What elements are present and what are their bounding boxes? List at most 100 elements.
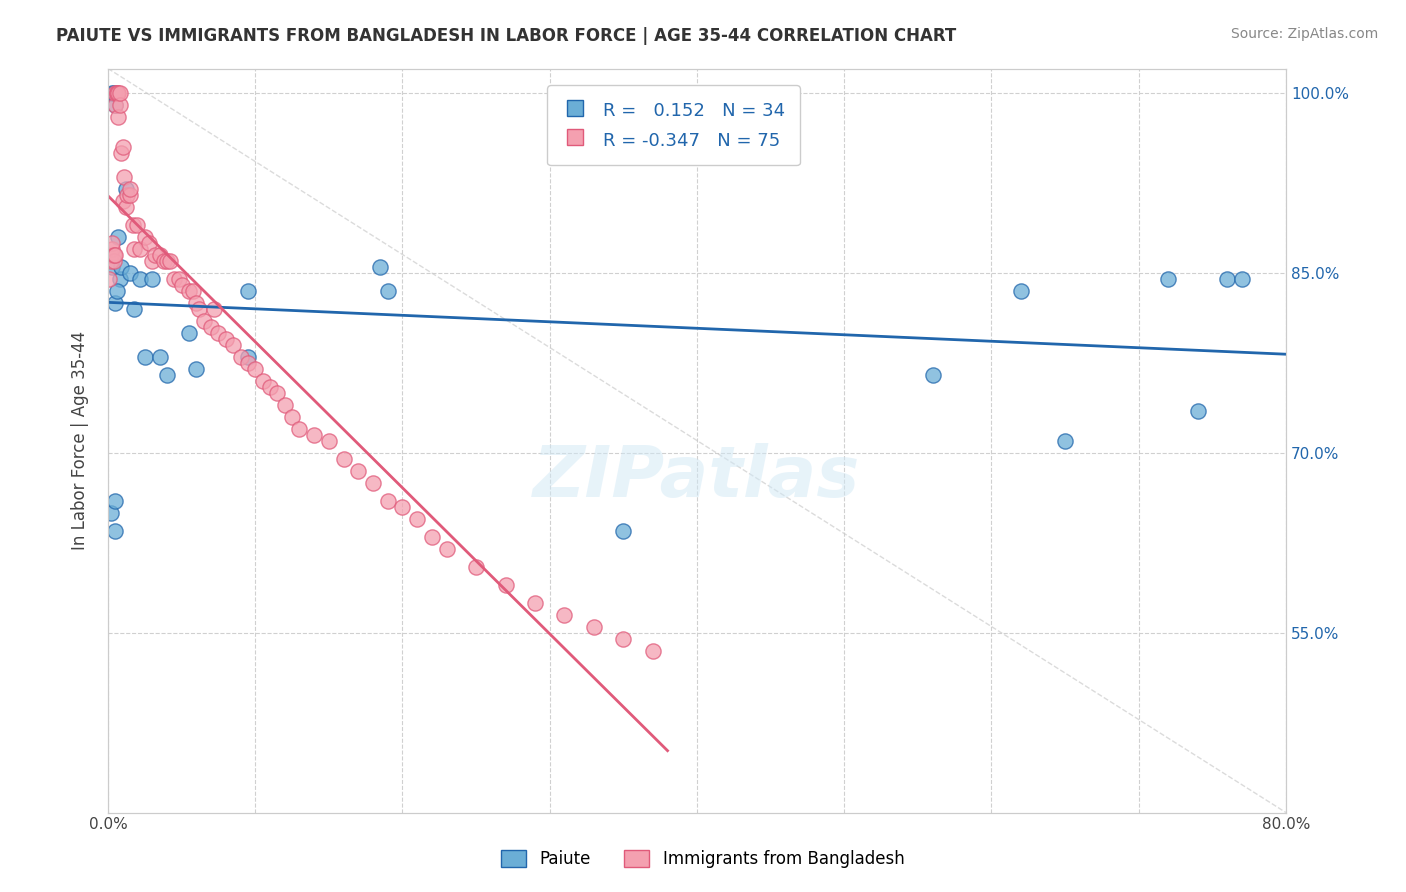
Point xyxy=(115,187,138,202)
Point xyxy=(167,271,190,285)
Point xyxy=(361,475,384,490)
Point xyxy=(103,253,125,268)
Text: PAIUTE VS IMMIGRANTS FROM BANGLADESH IN LABOR FORCE | AGE 35-44 CORRELATION CHAR: PAIUTE VS IMMIGRANTS FROM BANGLADESH IN … xyxy=(56,27,956,45)
Point xyxy=(105,86,128,100)
Point xyxy=(186,361,208,376)
Point xyxy=(406,511,429,525)
Point xyxy=(1010,284,1032,298)
Point xyxy=(215,332,238,346)
Point xyxy=(108,97,131,112)
Point xyxy=(229,350,252,364)
Point xyxy=(921,368,943,382)
Point xyxy=(163,271,186,285)
Point xyxy=(104,247,127,261)
Point xyxy=(420,529,443,543)
Point xyxy=(332,451,354,466)
Point xyxy=(141,253,163,268)
Text: ZIPatlas: ZIPatlas xyxy=(533,443,860,512)
Point xyxy=(101,235,124,250)
Point xyxy=(1187,403,1209,417)
Point xyxy=(156,368,179,382)
Point xyxy=(107,229,129,244)
Point xyxy=(436,541,458,556)
Text: Source: ZipAtlas.com: Source: ZipAtlas.com xyxy=(1230,27,1378,41)
Point xyxy=(111,139,134,153)
Point xyxy=(101,242,124,256)
Point xyxy=(465,559,488,574)
Point xyxy=(183,284,205,298)
Point xyxy=(103,86,125,100)
Point xyxy=(129,242,152,256)
Point xyxy=(177,326,200,340)
Point xyxy=(524,595,547,609)
Point xyxy=(553,607,575,622)
Point xyxy=(612,632,634,646)
Point xyxy=(202,301,225,316)
Point xyxy=(612,524,634,538)
Point xyxy=(236,355,259,369)
Point xyxy=(105,284,128,298)
Point xyxy=(107,86,129,100)
Point xyxy=(148,350,170,364)
Point xyxy=(108,86,131,100)
Point xyxy=(170,277,193,292)
Point xyxy=(103,247,125,261)
Point xyxy=(127,218,149,232)
Point xyxy=(114,200,136,214)
Point xyxy=(120,187,142,202)
Point xyxy=(1216,271,1239,285)
Point xyxy=(100,247,122,261)
Point xyxy=(111,194,134,208)
Point xyxy=(273,398,295,412)
Point xyxy=(107,110,129,124)
Point xyxy=(143,247,166,261)
Point xyxy=(186,295,208,310)
Point xyxy=(1157,271,1180,285)
Point xyxy=(281,409,304,424)
Point xyxy=(104,493,127,508)
Point xyxy=(104,97,127,112)
Point xyxy=(159,253,181,268)
Point xyxy=(141,271,163,285)
Point xyxy=(134,229,156,244)
Point xyxy=(153,253,176,268)
Point xyxy=(1054,434,1077,448)
Point xyxy=(101,86,124,100)
Legend: R =   0.152   N = 34, R = -0.347   N = 75: R = 0.152 N = 34, R = -0.347 N = 75 xyxy=(547,85,800,165)
Point xyxy=(236,284,259,298)
Point xyxy=(641,643,664,657)
Point xyxy=(114,181,136,195)
Point xyxy=(148,247,170,261)
Point xyxy=(104,86,127,100)
Point xyxy=(1230,271,1253,285)
Point xyxy=(129,271,152,285)
Point xyxy=(124,301,146,316)
Point xyxy=(104,524,127,538)
Point xyxy=(98,271,121,285)
Point xyxy=(134,350,156,364)
Point xyxy=(302,427,325,442)
Point xyxy=(124,242,146,256)
Point xyxy=(266,385,288,400)
Point xyxy=(188,301,211,316)
Legend: Paiute, Immigrants from Bangladesh: Paiute, Immigrants from Bangladesh xyxy=(495,843,911,875)
Point xyxy=(112,169,135,184)
Point xyxy=(391,500,413,514)
Point xyxy=(347,464,370,478)
Y-axis label: In Labor Force | Age 35-44: In Labor Force | Age 35-44 xyxy=(72,331,89,550)
Point xyxy=(110,260,132,274)
Point xyxy=(100,253,122,268)
Point xyxy=(377,493,399,508)
Point xyxy=(200,319,222,334)
Point xyxy=(108,271,131,285)
Point xyxy=(104,295,127,310)
Point xyxy=(252,374,274,388)
Point xyxy=(156,253,179,268)
Point xyxy=(122,218,145,232)
Point xyxy=(110,145,132,160)
Point xyxy=(495,577,517,591)
Point xyxy=(104,97,127,112)
Point xyxy=(582,619,605,633)
Point xyxy=(101,260,124,274)
Point xyxy=(370,260,392,274)
